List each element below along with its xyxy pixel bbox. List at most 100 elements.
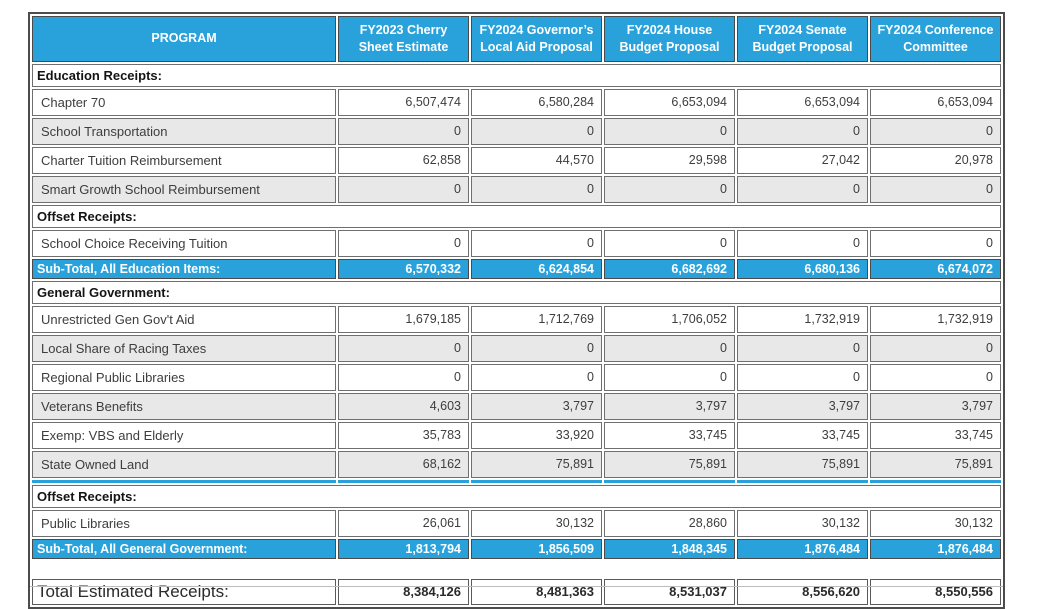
cell-value: 30,132 <box>471 509 602 537</box>
cell-value: 8,556,620 <box>737 578 868 605</box>
cell-value: 75,891 <box>604 450 735 478</box>
cell-value: 0 <box>870 117 1001 145</box>
section-row-general-government: General Government: <box>32 280 1001 304</box>
cell-value: 1,876,484 <box>870 538 1001 559</box>
column-header-fy2023-cherry-sheet: FY2023 Cherry Sheet Estimate <box>338 16 469 62</box>
table-row-unrestricted-gen-govt-aid: Unrestricted Gen Gov't Aid 1,679,185 1,7… <box>32 305 1001 333</box>
cell-value: 3,797 <box>604 392 735 420</box>
cell-value: 1,706,052 <box>604 305 735 333</box>
cell-value: 1,732,919 <box>870 305 1001 333</box>
cell-value: 0 <box>471 117 602 145</box>
cell-value: 1,679,185 <box>338 305 469 333</box>
cell-value: 0 <box>338 175 469 203</box>
cell-value: 33,920 <box>471 421 602 449</box>
section-label: Offset Receipts: <box>32 484 1001 508</box>
cell-value: 26,061 <box>338 509 469 537</box>
row-label: Smart Growth School Reimbursement <box>32 175 336 203</box>
cell-value: 8,550,556 <box>870 578 1001 605</box>
table-bottom-shadow <box>30 586 1003 587</box>
cell-value: 1,732,919 <box>737 305 868 333</box>
row-label: Exemp: VBS and Elderly <box>32 421 336 449</box>
spacer-row <box>32 560 1001 577</box>
section-row-education-offset-receipts: Offset Receipts: <box>32 204 1001 228</box>
cell-value: 0 <box>737 229 868 257</box>
cell-value: 62,858 <box>338 146 469 174</box>
section-row-education-receipts: Education Receipts: <box>32 63 1001 87</box>
total-row: Total Estimated Receipts: 8,384,126 8,48… <box>32 578 1001 605</box>
cell-value: 0 <box>870 334 1001 362</box>
row-label: School Choice Receiving Tuition <box>32 229 336 257</box>
cell-value: 33,745 <box>604 421 735 449</box>
cell-value: 0 <box>604 229 735 257</box>
cell-value: 30,132 <box>870 509 1001 537</box>
column-header-fy2024-house-budget: FY2024 House Budget Proposal <box>604 16 735 62</box>
blue-divider-bar <box>32 479 1001 483</box>
row-label: Chapter 70 <box>32 88 336 116</box>
row-label: Veterans Benefits <box>32 392 336 420</box>
cell-value: 0 <box>338 229 469 257</box>
cell-value: 0 <box>737 363 868 391</box>
table-row-school-choice-receiving-tuition: School Choice Receiving Tuition 0 0 0 0 … <box>32 229 1001 257</box>
cell-value: 0 <box>338 363 469 391</box>
cell-value: 4,603 <box>338 392 469 420</box>
cell-value: 8,384,126 <box>338 578 469 605</box>
cell-value: 44,570 <box>471 146 602 174</box>
table-row-school-transportation: School Transportation 0 0 0 0 0 <box>32 117 1001 145</box>
column-header-fy2024-governors-proposal: FY2024 Governor’s Local Aid Proposal <box>471 16 602 62</box>
cell-value: 68,162 <box>338 450 469 478</box>
cell-value: 20,978 <box>870 146 1001 174</box>
cell-value: 0 <box>870 363 1001 391</box>
cell-value: 1,712,769 <box>471 305 602 333</box>
subtotal-label: Sub-Total, All General Government: <box>32 538 336 559</box>
cell-value: 3,797 <box>870 392 1001 420</box>
section-label: Education Receipts: <box>32 63 1001 87</box>
cell-value: 6,580,284 <box>471 88 602 116</box>
cell-value: 8,531,037 <box>604 578 735 605</box>
cell-value: 6,653,094 <box>604 88 735 116</box>
subtotal-label: Sub-Total, All Education Items: <box>32 258 336 279</box>
row-label: Unrestricted Gen Gov't Aid <box>32 305 336 333</box>
header-row: PROGRAM FY2023 Cherry Sheet Estimate FY2… <box>32 16 1001 62</box>
cell-value: 0 <box>737 334 868 362</box>
section-row-general-offset-receipts: Offset Receipts: <box>32 484 1001 508</box>
cell-value: 8,481,363 <box>471 578 602 605</box>
table-row-local-share-of-racing-taxes: Local Share of Racing Taxes 0 0 0 0 0 <box>32 334 1001 362</box>
cell-value: 28,860 <box>604 509 735 537</box>
row-label: Local Share of Racing Taxes <box>32 334 336 362</box>
row-label: Charter Tuition Reimbursement <box>32 146 336 174</box>
cherry-sheet-report: PROGRAM FY2023 Cherry Sheet Estimate FY2… <box>28 12 1005 609</box>
cell-value: 0 <box>737 175 868 203</box>
cell-value: 6,680,136 <box>737 258 868 279</box>
cell-value: 0 <box>737 117 868 145</box>
section-label: General Government: <box>32 280 1001 304</box>
cell-value: 0 <box>471 229 602 257</box>
cell-value: 1,876,484 <box>737 538 868 559</box>
cell-value: 0 <box>870 229 1001 257</box>
cell-value: 35,783 <box>338 421 469 449</box>
section-label: Offset Receipts: <box>32 204 1001 228</box>
cell-value: 6,682,692 <box>604 258 735 279</box>
cell-value: 6,653,094 <box>737 88 868 116</box>
column-header-fy2024-senate-budget: FY2024 Senate Budget Proposal <box>737 16 868 62</box>
cell-value: 33,745 <box>737 421 868 449</box>
total-label: Total Estimated Receipts: <box>32 578 336 605</box>
cell-value: 0 <box>604 334 735 362</box>
table-row-state-owned-land: State Owned Land 68,162 75,891 75,891 75… <box>32 450 1001 478</box>
table-row-public-libraries: Public Libraries 26,061 30,132 28,860 30… <box>32 509 1001 537</box>
cherry-sheet-table: PROGRAM FY2023 Cherry Sheet Estimate FY2… <box>28 12 1005 609</box>
cell-value: 0 <box>604 117 735 145</box>
cell-value: 0 <box>471 334 602 362</box>
table-row-chapter-70: Chapter 70 6,507,474 6,580,284 6,653,094… <box>32 88 1001 116</box>
cell-value: 0 <box>604 175 735 203</box>
row-label: Public Libraries <box>32 509 336 537</box>
cell-value: 27,042 <box>737 146 868 174</box>
table-row-veterans-benefits: Veterans Benefits 4,603 3,797 3,797 3,79… <box>32 392 1001 420</box>
table-row-charter-tuition-reimbursement: Charter Tuition Reimbursement 62,858 44,… <box>32 146 1001 174</box>
row-label: State Owned Land <box>32 450 336 478</box>
table-row-regional-public-libraries: Regional Public Libraries 0 0 0 0 0 <box>32 363 1001 391</box>
cell-value: 0 <box>338 117 469 145</box>
cell-value: 6,653,094 <box>870 88 1001 116</box>
cell-value: 75,891 <box>737 450 868 478</box>
cell-value: 6,624,854 <box>471 258 602 279</box>
subtotal-row-education: Sub-Total, All Education Items: 6,570,33… <box>32 258 1001 279</box>
